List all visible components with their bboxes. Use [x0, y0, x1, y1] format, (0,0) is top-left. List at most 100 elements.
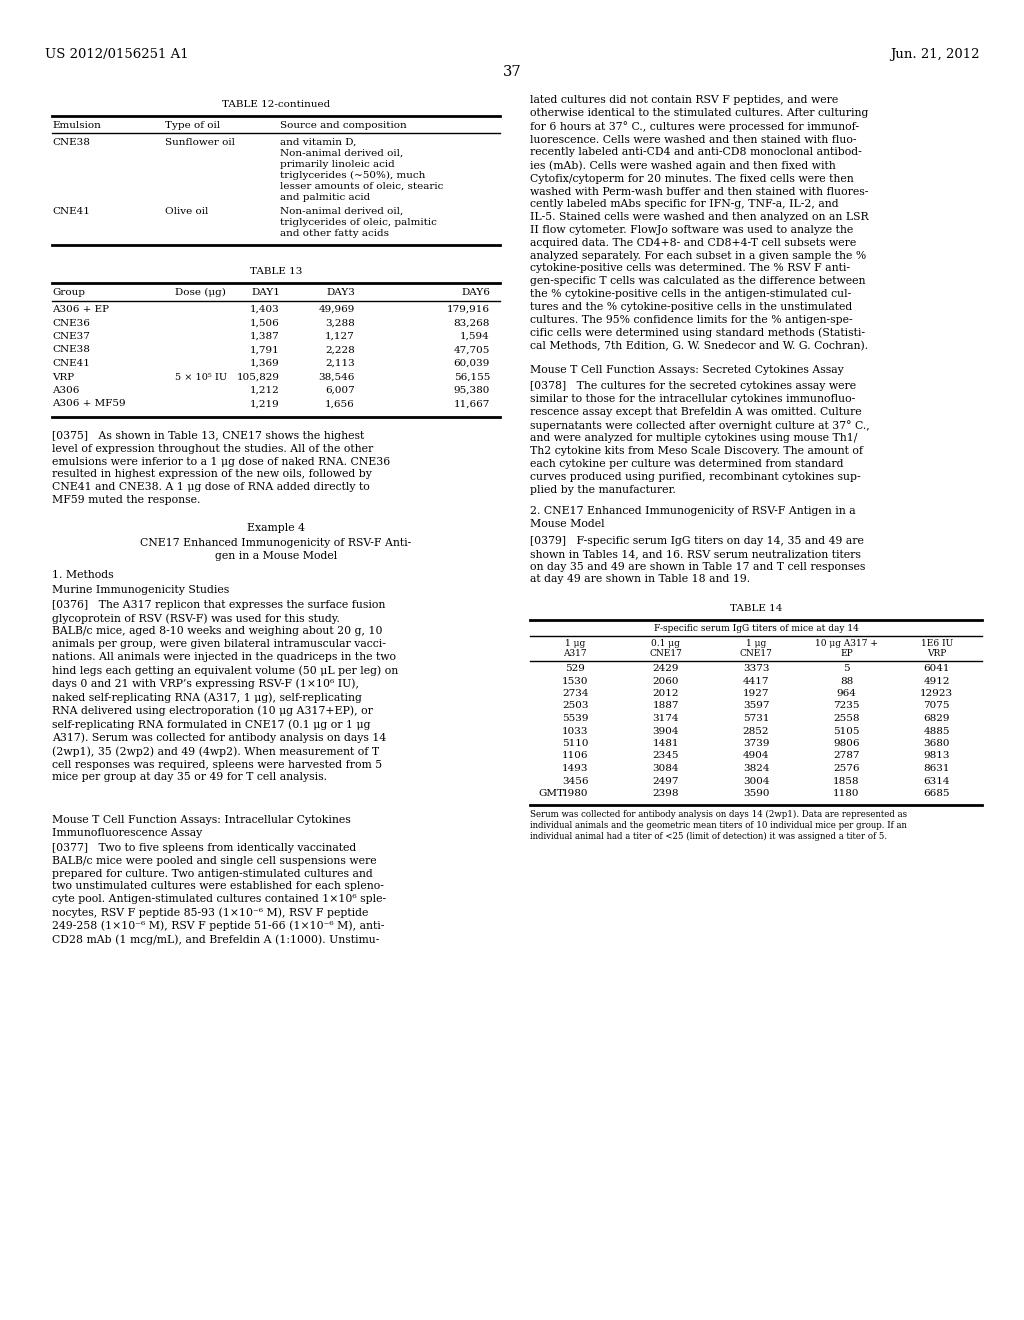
- Text: 5731: 5731: [742, 714, 769, 723]
- Text: CNE36: CNE36: [52, 318, 90, 327]
- Text: 95,380: 95,380: [454, 385, 490, 395]
- Text: TABLE 13: TABLE 13: [250, 267, 302, 276]
- Text: DAY1: DAY1: [251, 288, 280, 297]
- Text: and palmitic acid: and palmitic acid: [280, 193, 371, 202]
- Text: 6041: 6041: [924, 664, 950, 673]
- Text: 1,387: 1,387: [250, 333, 280, 341]
- Text: 1858: 1858: [834, 776, 860, 785]
- Text: 3456: 3456: [562, 776, 589, 785]
- Text: 4912: 4912: [924, 676, 950, 685]
- Text: [0376]   The A317 replicon that expresses the surface fusion
glycoprotein of RSV: [0376] The A317 replicon that expresses …: [52, 601, 398, 783]
- Text: 179,916: 179,916: [447, 305, 490, 314]
- Text: Jun. 21, 2012: Jun. 21, 2012: [891, 48, 980, 61]
- Text: 1,212: 1,212: [250, 385, 280, 395]
- Text: primarily linoleic acid: primarily linoleic acid: [280, 160, 394, 169]
- Text: 60,039: 60,039: [454, 359, 490, 368]
- Text: 3373: 3373: [742, 664, 769, 673]
- Text: 3004: 3004: [742, 776, 769, 785]
- Text: 2576: 2576: [834, 764, 860, 774]
- Text: 3174: 3174: [652, 714, 679, 723]
- Text: 964: 964: [837, 689, 856, 698]
- Text: 56,155: 56,155: [454, 372, 490, 381]
- Text: 6829: 6829: [924, 714, 950, 723]
- Text: CNE38: CNE38: [52, 139, 90, 147]
- Text: 5539: 5539: [562, 714, 589, 723]
- Text: 3590: 3590: [742, 789, 769, 799]
- Text: 2060: 2060: [652, 676, 679, 685]
- Text: 11,667: 11,667: [454, 400, 490, 408]
- Text: 105,829: 105,829: [237, 372, 280, 381]
- Text: lesser amounts of oleic, stearic: lesser amounts of oleic, stearic: [280, 182, 443, 191]
- Text: 4885: 4885: [924, 726, 950, 735]
- Text: 9813: 9813: [924, 751, 950, 760]
- Text: 8631: 8631: [924, 764, 950, 774]
- Text: 6685: 6685: [924, 789, 950, 799]
- Text: CNE37: CNE37: [52, 333, 90, 341]
- Text: Sunflower oil: Sunflower oil: [165, 139, 234, 147]
- Text: 2,113: 2,113: [326, 359, 355, 368]
- Text: 1927: 1927: [742, 689, 769, 698]
- Text: 4904: 4904: [742, 751, 769, 760]
- Text: 6,007: 6,007: [326, 385, 355, 395]
- Text: 38,546: 38,546: [318, 372, 355, 381]
- Text: Mouse T Cell Function Assays: Secreted Cytokines Assay: Mouse T Cell Function Assays: Secreted C…: [530, 366, 844, 375]
- Text: 49,969: 49,969: [318, 305, 355, 314]
- Text: Non-animal derived oil,: Non-animal derived oil,: [280, 207, 403, 216]
- Text: 88: 88: [840, 676, 853, 685]
- Text: triglycerides of oleic, palmitic: triglycerides of oleic, palmitic: [280, 218, 437, 227]
- Text: 7235: 7235: [834, 701, 860, 710]
- Text: 2787: 2787: [834, 751, 860, 760]
- Text: 1,219: 1,219: [250, 400, 280, 408]
- Text: 4417: 4417: [742, 676, 769, 685]
- Text: Group: Group: [52, 288, 85, 297]
- Text: and other fatty acids: and other fatty acids: [280, 228, 389, 238]
- Text: 47,705: 47,705: [454, 346, 490, 355]
- Text: 83,268: 83,268: [454, 318, 490, 327]
- Text: [0377]   Two to five spleens from identically vaccinated
BALB/c mice were pooled: [0377] Two to five spleens from identica…: [52, 843, 386, 945]
- Text: F-specific serum IgG titers of mice at day 14: F-specific serum IgG titers of mice at d…: [653, 624, 858, 634]
- Text: 2852: 2852: [742, 726, 769, 735]
- Text: 12923: 12923: [921, 689, 953, 698]
- Text: 1493: 1493: [562, 764, 589, 774]
- Text: 1,369: 1,369: [250, 359, 280, 368]
- Text: TABLE 12-continued: TABLE 12-continued: [222, 100, 330, 110]
- Text: 10 μg A317 +
EP: 10 μg A317 + EP: [815, 639, 878, 659]
- Text: A306 + EP: A306 + EP: [52, 305, 109, 314]
- Text: 1980: 1980: [562, 789, 589, 799]
- Text: 5105: 5105: [834, 726, 860, 735]
- Text: CNE41: CNE41: [52, 359, 90, 368]
- Text: 1 μg
CNE17: 1 μg CNE17: [739, 639, 772, 659]
- Text: 1,791: 1,791: [250, 346, 280, 355]
- Text: 2734: 2734: [562, 689, 589, 698]
- Text: 1106: 1106: [562, 751, 589, 760]
- Text: DAY3: DAY3: [326, 288, 355, 297]
- Text: 1481: 1481: [652, 739, 679, 748]
- Text: 1. Methods: 1. Methods: [52, 570, 114, 579]
- Text: 3597: 3597: [742, 701, 769, 710]
- Text: 1E6 IU
VRP: 1E6 IU VRP: [921, 639, 953, 659]
- Text: 2429: 2429: [652, 664, 679, 673]
- Text: 3,288: 3,288: [326, 318, 355, 327]
- Text: Mouse T Cell Function Assays: Intracellular Cytokines
Immunofluorescence Assay: Mouse T Cell Function Assays: Intracellu…: [52, 814, 351, 838]
- Text: 1 μg
A317: 1 μg A317: [563, 639, 587, 659]
- Text: [0379]   F-specific serum IgG titers on day 14, 35 and 49 are
shown in Tables 14: [0379] F-specific serum IgG titers on da…: [530, 536, 865, 585]
- Text: 2. CNE17 Enhanced Immunogenicity of RSV-F Antigen in a
Mouse Model: 2. CNE17 Enhanced Immunogenicity of RSV-…: [530, 506, 856, 529]
- Text: 9806: 9806: [834, 739, 860, 748]
- Text: 2497: 2497: [652, 776, 679, 785]
- Text: lated cultures did not contain RSV F peptides, and were
otherwise identical to t: lated cultures did not contain RSV F pep…: [530, 95, 868, 351]
- Text: 37: 37: [503, 65, 521, 79]
- Text: TABLE 14: TABLE 14: [730, 605, 782, 612]
- Text: 1,127: 1,127: [326, 333, 355, 341]
- Text: 1180: 1180: [834, 789, 860, 799]
- Text: 2012: 2012: [652, 689, 679, 698]
- Text: 1,403: 1,403: [250, 305, 280, 314]
- Text: Olive oil: Olive oil: [165, 207, 208, 216]
- Text: Serum was collected for antibody analysis on days 14 (2wp1). Data are represente: Serum was collected for antibody analysi…: [530, 809, 907, 841]
- Text: GMT: GMT: [538, 789, 564, 799]
- Text: [0378]   The cultures for the secreted cytokines assay were
similar to those for: [0378] The cultures for the secreted cyt…: [530, 381, 869, 495]
- Text: 1,506: 1,506: [250, 318, 280, 327]
- Text: Non-animal derived oil,: Non-animal derived oil,: [280, 149, 403, 158]
- Text: and vitamin D,: and vitamin D,: [280, 139, 356, 147]
- Text: 3824: 3824: [742, 764, 769, 774]
- Text: DAY6: DAY6: [461, 288, 490, 297]
